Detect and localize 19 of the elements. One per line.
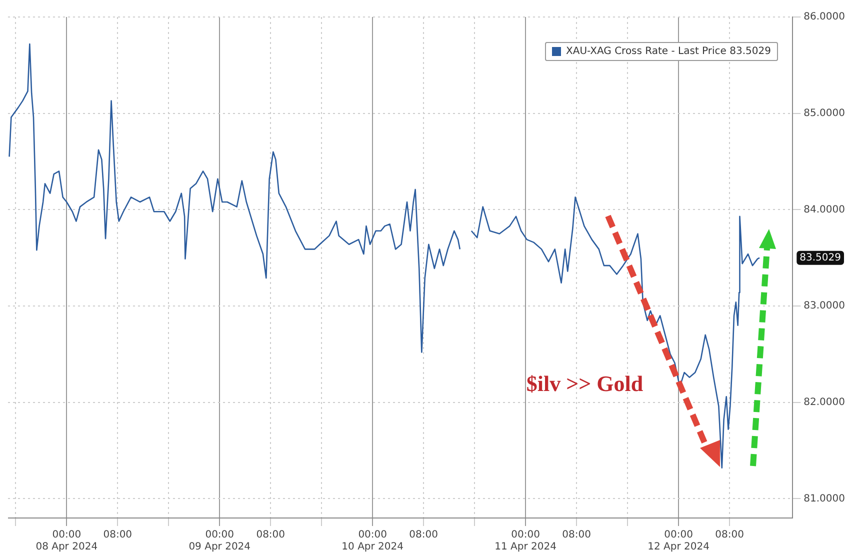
x-tick-label: 00:00 11 Apr 2024: [494, 530, 556, 553]
x-tick-label: 00:00 08 Apr 2024: [36, 530, 98, 553]
x-tick-label: 00:00 12 Apr 2024: [648, 530, 710, 553]
y-tick-label: 82.0000: [804, 396, 846, 408]
y-tick-label: 86.0000: [804, 12, 846, 23]
x-tick-label: 08:00: [715, 530, 744, 541]
legend-label: XAU-XAG Cross Rate - Last Price 83.5029: [566, 46, 771, 57]
y-tick-label: 81.0000: [804, 493, 846, 504]
annotation: $ilv >> Gold: [526, 370, 644, 396]
x-tick-label: 08:00: [409, 530, 438, 541]
text: 83.5029: [800, 252, 842, 264]
x-tick-label: 08:00: [562, 530, 591, 541]
x-tick-label: 00:00 09 Apr 2024: [188, 530, 251, 553]
y-tick-label: 83.0000: [804, 300, 846, 312]
x-tick-label: 08:00: [103, 530, 132, 541]
y-tick-label: 84.0000: [804, 204, 846, 216]
x-tick-label: 00:00 10 Apr 2024: [342, 530, 404, 553]
y-tick-label: 85.0000: [804, 108, 846, 119]
x-tick-label: 08:00: [256, 530, 286, 541]
